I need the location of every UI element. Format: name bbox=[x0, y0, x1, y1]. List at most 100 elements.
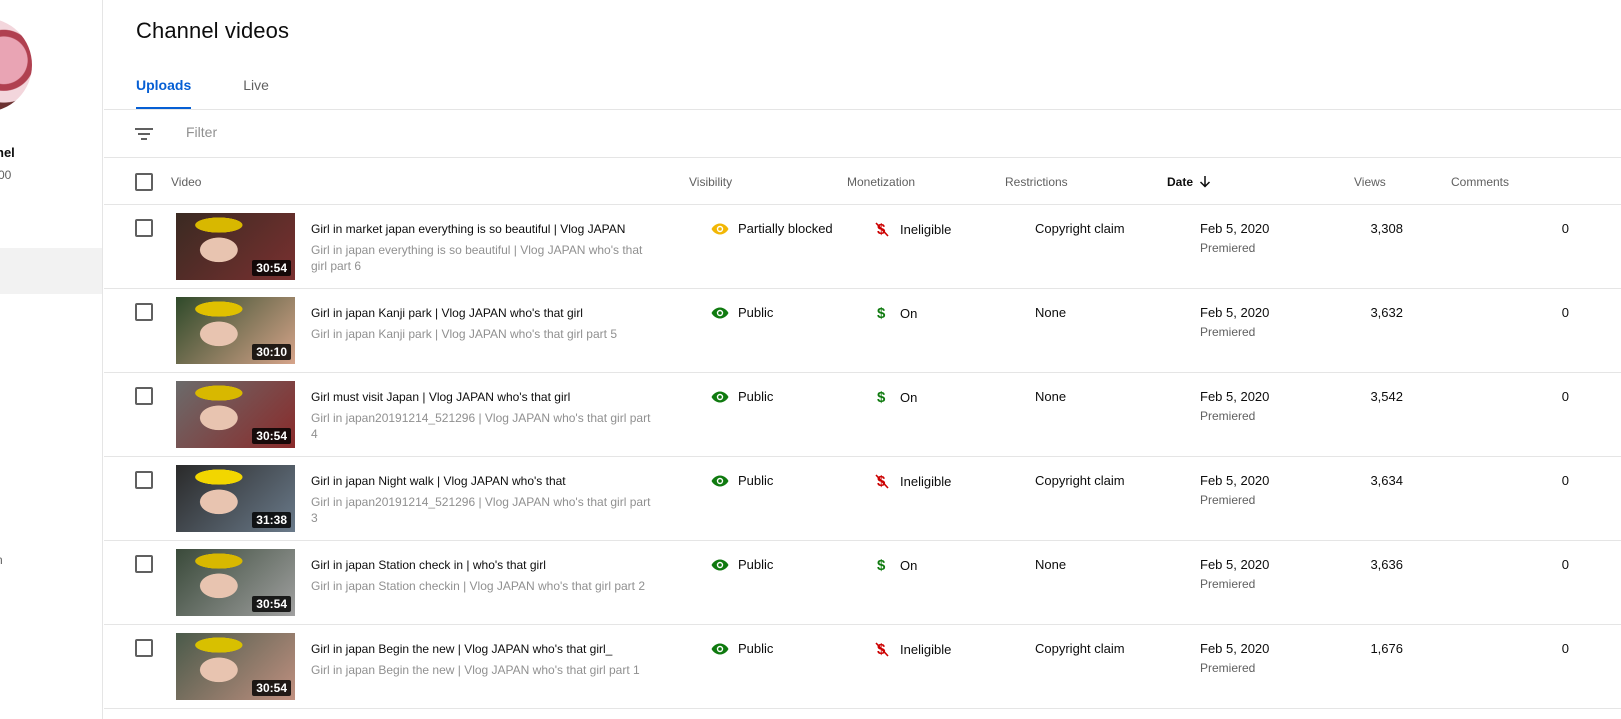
video-title[interactable]: Girl in japan Kanji park | Vlog JAPAN wh… bbox=[311, 306, 583, 320]
video-table-body: 30:54 Girl in market japan everything is… bbox=[104, 205, 1621, 709]
video-thumbnail[interactable]: 30:54 bbox=[176, 633, 295, 700]
eye-icon bbox=[711, 559, 729, 570]
monetization-label: Ineligible bbox=[900, 641, 952, 657]
monetization-cell[interactable]: $ On bbox=[875, 557, 917, 573]
date-cell: Feb 5, 2020 bbox=[1200, 473, 1270, 488]
video-thumbnail[interactable]: 30:54 bbox=[176, 381, 295, 448]
table-row[interactable]: 31:38 Girl in japan Night walk | Vlog JA… bbox=[104, 457, 1621, 541]
monetization-cell[interactable]: $ Ineligible bbox=[875, 473, 951, 489]
video-thumbnail[interactable]: 31:38 bbox=[176, 465, 295, 532]
date-subtext: Premiered bbox=[1200, 325, 1256, 339]
monetization-label: Ineligible bbox=[900, 221, 952, 237]
table-row[interactable]: 30:54 Girl must visit Japan | Vlog JAPAN… bbox=[104, 373, 1621, 457]
dollar-off-icon: $ bbox=[875, 641, 889, 657]
video-title[interactable]: Girl in japan Night walk | Vlog JAPAN wh… bbox=[311, 474, 566, 488]
table-row[interactable]: 30:10 Girl in japan Kanji park | Vlog JA… bbox=[104, 289, 1621, 373]
header-comments: Comments bbox=[1451, 175, 1510, 189]
eye-icon bbox=[711, 391, 729, 402]
sidebar-item-fragment[interactable]: n bbox=[0, 553, 3, 567]
dollar-off-icon: $ bbox=[875, 473, 889, 489]
dollar-icon: $ bbox=[877, 389, 886, 405]
visibility-cell[interactable]: Partially blocked bbox=[711, 221, 833, 236]
monetization-cell[interactable]: $ Ineligible bbox=[875, 641, 951, 657]
comments-cell: 0 bbox=[1561, 305, 1569, 320]
table-row[interactable]: 30:54 Girl in japan Station check in | w… bbox=[104, 541, 1621, 625]
video-thumbnail[interactable]: 30:54 bbox=[176, 549, 295, 616]
svg-text:$: $ bbox=[877, 557, 886, 573]
restrictions-cell[interactable]: Copyright claim bbox=[1035, 221, 1125, 236]
monetization-cell[interactable]: $ On bbox=[875, 389, 917, 405]
dollar-icon: $ bbox=[877, 557, 886, 573]
comments-cell: 0 bbox=[1561, 641, 1569, 656]
visibility-label: Public bbox=[738, 557, 774, 572]
visibility-cell[interactable]: Public bbox=[711, 641, 773, 656]
table-header: Video Visibility Monetization Restrictio… bbox=[104, 158, 1621, 205]
date-subtext: Premiered bbox=[1200, 661, 1256, 675]
monetization-label: On bbox=[900, 305, 918, 321]
date-subtext: Premiered bbox=[1200, 493, 1256, 507]
channel-avatar[interactable] bbox=[0, 18, 32, 112]
header-monetization: Monetization bbox=[847, 175, 916, 189]
video-description: Girl in japan20191214_521296 | Vlog JAPA… bbox=[311, 411, 651, 441]
video-title[interactable]: Girl in market japan everything is so be… bbox=[311, 222, 626, 236]
select-all-checkbox[interactable] bbox=[135, 173, 153, 191]
sidebar-item-selected[interactable] bbox=[0, 248, 102, 294]
visibility-cell[interactable]: Public bbox=[711, 389, 773, 404]
visibility-label: Partially blocked bbox=[738, 221, 833, 236]
tab-live[interactable]: Live bbox=[243, 77, 269, 93]
sidebar: nel 00 n bbox=[0, 0, 103, 719]
eye-icon bbox=[711, 307, 729, 318]
restrictions-cell[interactable]: None bbox=[1035, 389, 1067, 404]
header-visibility: Visibility bbox=[689, 175, 733, 189]
table-row[interactable]: 30:54 Girl in japan Begin the new | Vlog… bbox=[104, 625, 1621, 709]
video-description: Girl in japan everything is so beautiful… bbox=[311, 243, 643, 273]
video-thumbnail[interactable]: 30:10 bbox=[176, 297, 295, 364]
filter-icon[interactable] bbox=[134, 126, 154, 142]
eye-icon bbox=[711, 475, 729, 486]
visibility-cell[interactable]: Public bbox=[711, 473, 773, 488]
tab-uploads[interactable]: Uploads bbox=[136, 72, 192, 110]
monetization-cell[interactable]: $ Ineligible bbox=[875, 221, 951, 237]
video-duration: 30:54 bbox=[252, 260, 291, 276]
video-duration: 31:38 bbox=[252, 512, 291, 528]
date-subtext: Premiered bbox=[1200, 241, 1256, 255]
row-checkbox[interactable] bbox=[135, 303, 153, 321]
comments-cell: 0 bbox=[1561, 473, 1569, 488]
row-checkbox[interactable] bbox=[135, 219, 153, 237]
visibility-label: Public bbox=[738, 473, 774, 488]
restrictions-cell[interactable]: None bbox=[1035, 557, 1067, 572]
row-checkbox[interactable] bbox=[135, 555, 153, 573]
date-cell: Feb 5, 2020 bbox=[1200, 305, 1270, 320]
visibility-cell[interactable]: Public bbox=[711, 557, 773, 572]
tab-bar: Uploads Live bbox=[136, 72, 321, 110]
video-title[interactable]: Girl in japan Station check in | who's t… bbox=[311, 558, 546, 572]
restrictions-cell[interactable]: None bbox=[1035, 305, 1067, 320]
video-description: Girl in japan Begin the new | Vlog JAPAN… bbox=[311, 663, 640, 677]
table-row[interactable]: 30:54 Girl in market japan everything is… bbox=[104, 205, 1621, 289]
date-cell: Feb 5, 2020 bbox=[1200, 557, 1270, 572]
eye-icon bbox=[711, 223, 729, 234]
video-thumbnail[interactable]: 30:54 bbox=[176, 213, 295, 280]
header-date[interactable]: Date bbox=[1167, 175, 1211, 189]
monetization-label: On bbox=[900, 557, 918, 573]
views-cell: 3,632 bbox=[1370, 305, 1403, 320]
video-title[interactable]: Girl in japan Begin the new | Vlog JAPAN… bbox=[311, 642, 613, 656]
svg-text:$: $ bbox=[877, 389, 886, 405]
views-cell: 3,634 bbox=[1370, 473, 1403, 488]
restrictions-cell[interactable]: Copyright claim bbox=[1035, 641, 1125, 656]
video-duration: 30:54 bbox=[252, 428, 291, 444]
channel-subtitle: 00 bbox=[0, 168, 12, 182]
restrictions-cell[interactable]: Copyright claim bbox=[1035, 473, 1125, 488]
visibility-label: Public bbox=[738, 389, 774, 404]
filter-input[interactable] bbox=[186, 124, 586, 140]
row-checkbox[interactable] bbox=[135, 471, 153, 489]
video-duration: 30:54 bbox=[252, 596, 291, 612]
date-subtext: Premiered bbox=[1200, 409, 1256, 423]
video-title[interactable]: Girl must visit Japan | Vlog JAPAN who's… bbox=[311, 390, 571, 404]
visibility-cell[interactable]: Public bbox=[711, 305, 773, 320]
header-restrictions: Restrictions bbox=[1005, 175, 1068, 189]
visibility-label: Public bbox=[738, 641, 774, 656]
row-checkbox[interactable] bbox=[135, 387, 153, 405]
row-checkbox[interactable] bbox=[135, 639, 153, 657]
monetization-cell[interactable]: $ On bbox=[875, 305, 917, 321]
